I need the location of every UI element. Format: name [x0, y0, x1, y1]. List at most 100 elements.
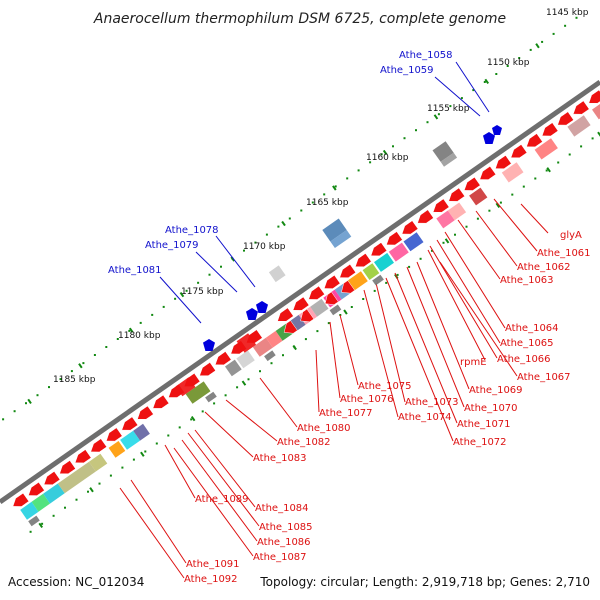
gene-arrow: [59, 460, 76, 475]
connector-line: [339, 314, 359, 386]
ruler-dot: [197, 281, 200, 284]
ruler-dot: [213, 402, 216, 405]
ruler-dot: [304, 338, 307, 341]
ruler-tick: [89, 487, 94, 493]
ruler-tick: [444, 238, 450, 244]
gene-arrow: [510, 144, 528, 159]
connector-line: [119, 487, 185, 579]
ruler-dot: [327, 322, 330, 325]
gene-arrow: [152, 394, 170, 409]
ruler-tick: [140, 451, 145, 457]
ruler-tick: [190, 416, 196, 422]
gene-label-athe-1080: Athe_1080: [297, 423, 351, 434]
gene-label-athe-1069: Athe_1069: [469, 385, 523, 396]
ruler-tick: [546, 167, 551, 173]
gene-block: [330, 230, 352, 248]
gene-arrow: [277, 307, 294, 322]
connector-line: [406, 266, 465, 408]
ruler-dot: [449, 105, 452, 108]
connector-line: [429, 245, 498, 359]
ruler-dot: [323, 193, 326, 196]
gene-block: [469, 187, 488, 206]
ruler-dot: [59, 378, 62, 381]
ruler-label-1180: 1180 kbp: [118, 331, 161, 341]
connector-line: [130, 479, 187, 564]
ruler-dot: [529, 48, 532, 51]
ruler-dot: [25, 402, 27, 405]
gene-arrow: [214, 351, 232, 366]
ruler-dot: [564, 24, 567, 27]
gene-block: [31, 493, 50, 512]
ruler-dot: [437, 113, 440, 116]
gene-arrow: [526, 133, 543, 148]
gene-arrow: [341, 280, 356, 294]
gene-block: [236, 350, 255, 369]
connector-line: [315, 349, 320, 413]
gene-arrow: [354, 253, 372, 268]
connector-line: [475, 210, 518, 267]
ruler-dot: [243, 249, 245, 252]
ruler-label-1160: 1160 kbp: [366, 153, 409, 163]
ruler-tick: [281, 220, 286, 227]
ruler-dot: [518, 57, 521, 59]
ruler-dot: [116, 338, 119, 340]
gene-block: [534, 138, 558, 160]
gene-label-athe-1085: Athe_1085: [259, 522, 313, 533]
ruler-dot: [476, 217, 479, 220]
ruler-dot: [419, 257, 422, 260]
connector-line: [520, 203, 549, 234]
gene-block: [310, 298, 329, 317]
ruler-tick: [343, 309, 348, 315]
ruler-dot: [373, 289, 376, 292]
gene-label-athe-1089: Athe_1089: [195, 494, 249, 505]
gene-arrow-minus: [203, 339, 215, 351]
ruler-tick: [179, 292, 185, 298]
ruler-dot: [311, 201, 314, 204]
ruler-label-1150: 1150 kbp: [487, 58, 530, 68]
gene-block: [440, 152, 458, 167]
connector-line: [457, 219, 501, 280]
ruler-dot: [288, 217, 291, 220]
ruler-dot: [282, 354, 284, 357]
gene-arrow-minus: [483, 132, 495, 144]
gene-label-athe-1071: Athe_1071: [457, 419, 511, 430]
ruler-dot: [259, 370, 261, 373]
connector-line: [159, 276, 202, 324]
gene-arrow: [292, 296, 310, 311]
gene-block: [403, 232, 424, 252]
ruler-dot: [362, 298, 365, 300]
connector-line: [439, 261, 518, 377]
connector-line: [181, 439, 258, 542]
ruler-tick: [332, 185, 337, 191]
ruler-label-1165: 1165 kbp: [306, 198, 349, 208]
ruler-dot: [151, 313, 154, 316]
gene-arrow: [541, 122, 559, 137]
ruler-dot: [350, 306, 353, 308]
ruler-label-1175: 1175 kbp: [181, 287, 224, 297]
ruler-tick: [230, 256, 236, 262]
gene-arrow: [199, 362, 216, 376]
ruler-dot: [511, 193, 514, 196]
ruler-label-1145: 1145 kbp: [546, 8, 589, 18]
connector-line: [225, 399, 278, 442]
gene-block: [43, 483, 65, 504]
ruler-dot: [408, 265, 411, 268]
gene-block: [20, 501, 39, 520]
ruler-tick: [382, 149, 388, 156]
connector-line: [173, 447, 254, 557]
ruler-dot: [442, 241, 445, 244]
gene-block: [175, 377, 196, 397]
gene-block: [265, 330, 283, 348]
gene-label-athe-1058: Athe_1058: [399, 50, 453, 61]
ruler-label-1185: 1185 kbp: [53, 375, 96, 385]
gene-block: [57, 461, 96, 494]
gene-label-athe-1082: Athe_1082: [277, 437, 331, 448]
gene-arrow: [417, 209, 434, 224]
ruler-dot: [357, 169, 360, 172]
gene-label-athe-1086: Athe_1086: [257, 537, 311, 548]
connector-line: [375, 282, 406, 403]
ruler-dot: [472, 89, 475, 92]
ruler-dot: [334, 185, 337, 188]
ruler-dot: [105, 346, 108, 348]
gene-label-athe-1062: Athe_1062: [517, 262, 571, 273]
